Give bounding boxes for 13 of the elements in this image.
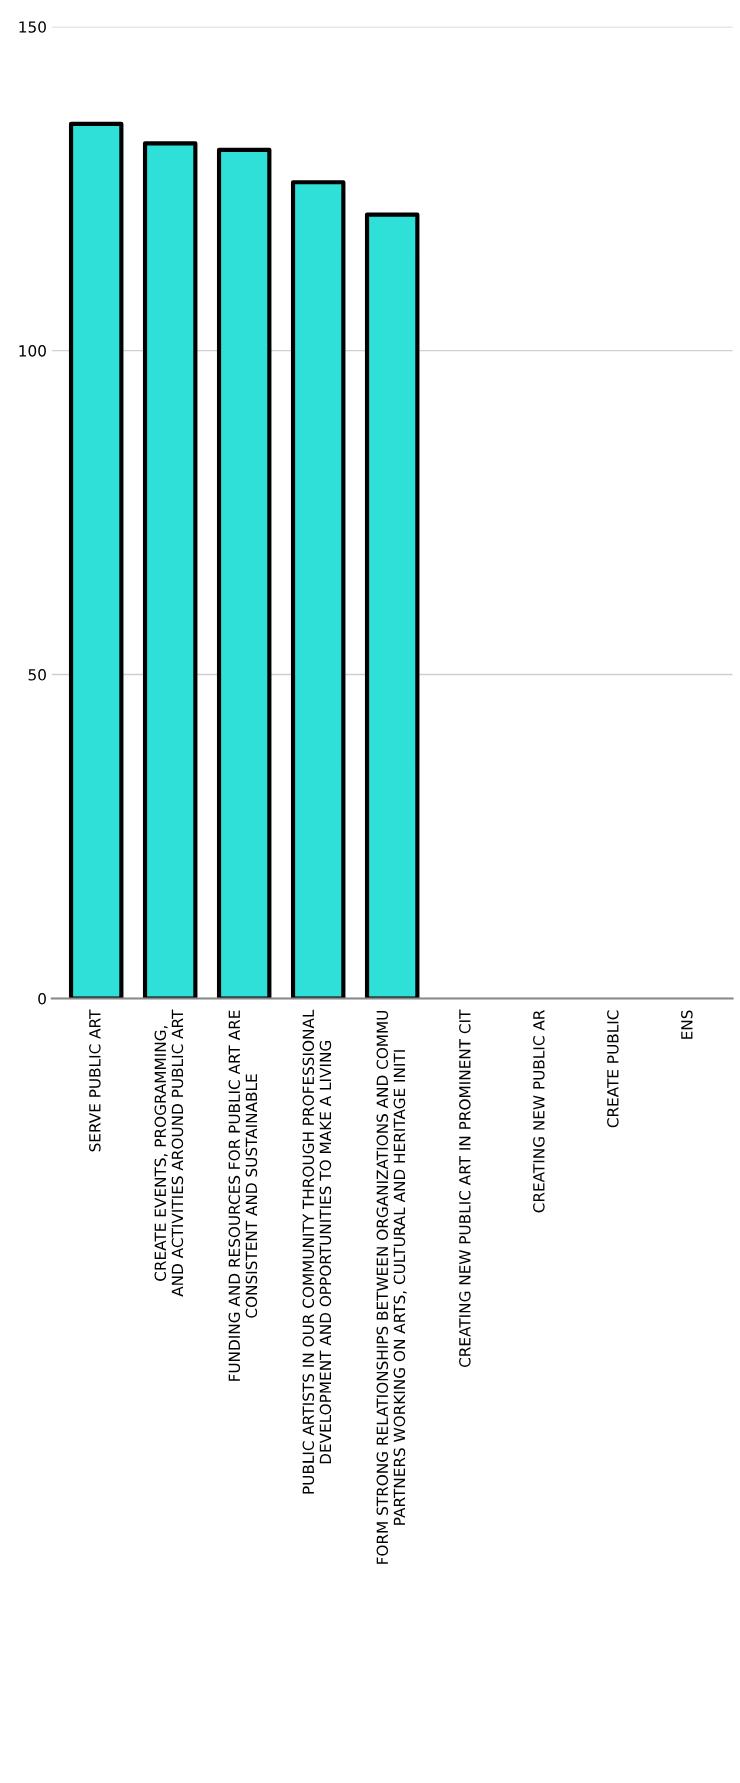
x-tick-label: CREATING NEW PUBLIC AR — [533, 1010, 545, 1213]
x-tick-label: CREATE EVENTS, PROGRAMMING, AND ACTIVITIES AROUND PUBLIC ART — [154, 1009, 184, 1297]
x-tick-label: FUNDING AND RESOURCES FOR PUBLIC ART ARE CONSISTENT AND SUSTAINABLE — [228, 1010, 258, 1381]
x-tick-label: CREATING NEW PUBLIC ART IN PROMINENT CIT — [459, 1009, 471, 1368]
y-tick-label: 0 — [38, 992, 46, 1005]
y-tick-label: 50 — [28, 669, 46, 681]
x-tick-label: FORM STRONG RELATIONSHIPS BETWEEN ORGANIZATIONS AND COMMU PARTNERS WORKING ON ARTS, CULTURAL AND HERITAGE INITI — [376, 1010, 407, 1564]
x-tick-label: SERVE PUBLIC ART — [89, 1009, 101, 1152]
x-tick-label: PUBLIC ARTISTS IN OUR COMMUNITY THROUGH PROFESSIONAL DEVELOPMENT AND OPPORTUNITIES TO MAKE A LIVING — [302, 1009, 332, 1494]
y-tick-label: 150 — [19, 21, 46, 33]
x-tick-label: CREATE PUBLIC — [607, 1010, 619, 1128]
y-tick-label: 100 — [19, 345, 46, 357]
x-tick-label: ENS — [681, 1010, 693, 1039]
